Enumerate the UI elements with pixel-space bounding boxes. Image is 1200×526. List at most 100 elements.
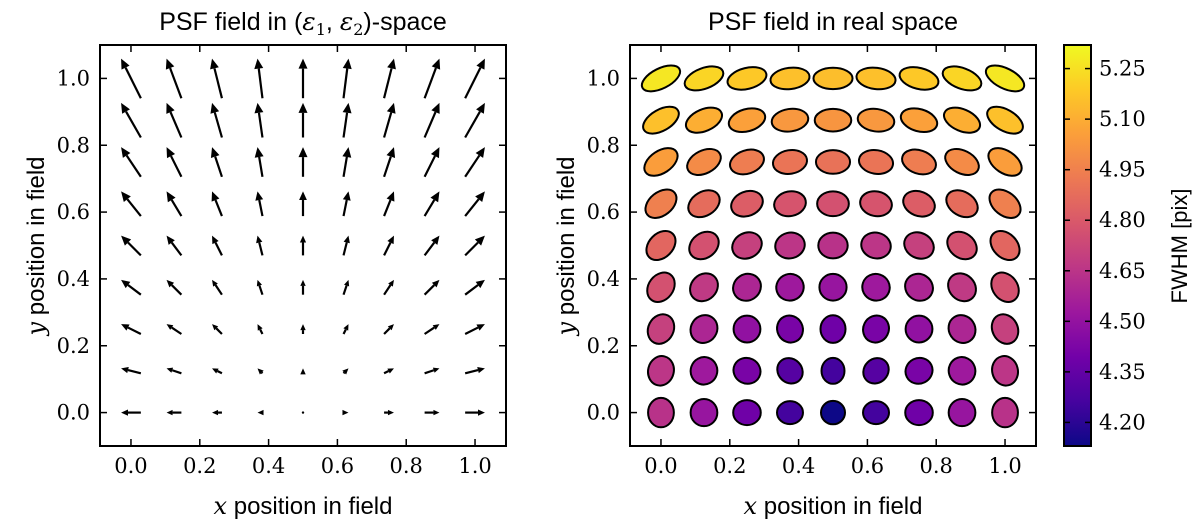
colorbar-gradient [1063,44,1092,447]
colorbar-tick-label: 4.35 [1099,360,1146,384]
quiver-arrow [301,411,305,414]
psf-ellipse [776,357,804,385]
psf-ellipse [818,272,848,302]
psf-ellipse [856,107,896,133]
ellipse-y-tick-label: 0.6 [587,200,620,224]
quiver-arrow [383,58,396,99]
ellipse-x-tick-label: 0.4 [782,454,815,478]
quiver-arrow [464,147,485,178]
quiver-axes-frame [99,44,507,447]
psf-ellipse [904,272,934,302]
psf-ellipse [731,231,763,260]
quiver-arrow [342,409,349,416]
psf-ellipse [647,396,675,429]
quiver-arrow [299,191,307,217]
quiver-y-tick-label: 0.4 [57,267,90,291]
psf-ellipse [774,231,806,260]
psf-ellipse [776,314,804,344]
psf-ellipse [989,229,1021,262]
quiver-arrow [464,191,485,217]
psf-ellipse [645,229,677,262]
quiver-x-tick-label: 0.6 [321,454,354,478]
psf-ellipse [689,397,719,428]
ellipse-y-tick-label: 0.0 [587,401,620,425]
psf-ellipse [730,189,764,218]
psf-ellipse [773,190,807,218]
quiver-arrow [464,58,485,99]
quiver-arrow [121,191,142,217]
colorbar-ticks: 4.20 4.35 4.50 4.65 4.80 4.95 5.10 5.25 [1064,57,1146,434]
quiver-arrow [166,191,183,217]
ellipse-x-tick-label: 0.0 [644,454,677,478]
psf-ellipse [732,356,762,385]
colorbar-tick-label: 4.50 [1099,309,1146,333]
colorbar-tick-label: 4.65 [1099,259,1146,283]
ellipse-y-tick-label: 1.0 [587,66,620,90]
quiver-arrow [165,58,183,99]
ellipse-plot-area [640,64,1026,429]
colorbar: 4.20 4.35 4.50 4.65 4.80 4.95 5.10 5.25 FWHM [p… [1063,44,1192,447]
quiver-arrow [166,324,183,335]
psf-ellipse [986,105,1024,135]
psf-ellipse [862,400,890,426]
quiver-arrow [383,279,394,296]
psf-ellipse [732,314,762,344]
quiver-arrow [257,368,264,375]
quiver-arrow [257,409,264,416]
psf-ellipse [862,357,890,385]
quiver-arrow [342,191,351,217]
quiver-x-tick-label: 0.0 [114,454,147,478]
colorbar-tick-label: 5.10 [1099,107,1146,131]
psf-ellipse [860,231,892,260]
psf-ellipse [899,107,939,134]
quiver-arrow [383,191,395,217]
psf-ellipse [945,189,979,219]
quiver-arrow [423,324,440,335]
psf-ellipse [689,272,719,303]
psf-ellipse [688,230,720,261]
quiver-y-axis-label: y position in field [22,157,50,337]
quiver-arrow [298,102,308,138]
psf-ellipse [943,106,982,134]
quiver-x-tick-label: 0.8 [390,454,423,478]
quiver-arrow [342,279,350,296]
psf-ellipse [904,356,934,385]
quiver-y-tick-label: 0.0 [57,401,90,425]
ellipse-x-tick-label: 0.6 [851,454,884,478]
quiver-arrow [384,409,394,416]
quiver-x-tick-label: 0.2 [183,454,216,478]
quiver-arrow [383,102,396,138]
quiver-plot-area [121,58,485,416]
quiver-y-tick-label: 1.0 [57,66,90,90]
psf-ellipse [775,272,805,302]
quiver-arrow [300,324,306,334]
psf-ellipse [813,107,853,133]
quiver-arrow [257,324,264,335]
ellipse-x-axis-label: x position in field [744,492,923,520]
psf-ellipse [687,189,721,219]
psf-ellipse [644,188,678,219]
psf-ellipse [947,314,977,344]
quiver-arrow [383,147,396,178]
colorbar-tick-label: 4.95 [1099,158,1146,182]
quiver-arrow [342,147,352,177]
psf-ellipse [769,66,811,91]
quiver-arrow [212,409,222,416]
quiver-arrow [211,191,223,217]
ellipse-y-tick-label: 0.2 [587,334,620,358]
psf-ellipse [727,107,767,134]
ellipse-axes-frame [629,44,1037,447]
quiver-arrow [166,279,183,296]
quiver-arrow [212,279,223,296]
quiver-arrow [121,58,142,99]
quiver-arrow [121,102,142,139]
psf-ellipse [988,188,1022,219]
quiver-y-tick-label: 0.2 [57,334,90,358]
ellipse-y-ticks: 0.0 0.2 0.4 0.6 0.8 1.0 [587,66,1036,425]
psf-ellipse [855,66,897,91]
psf-ellipse [729,148,765,176]
quiver-y-ticks: 0.0 0.2 0.4 0.6 0.8 1.0 [57,66,506,425]
quiver-arrow [210,102,223,138]
quiver-arrow [298,147,308,177]
quiver-arrow [464,324,485,335]
